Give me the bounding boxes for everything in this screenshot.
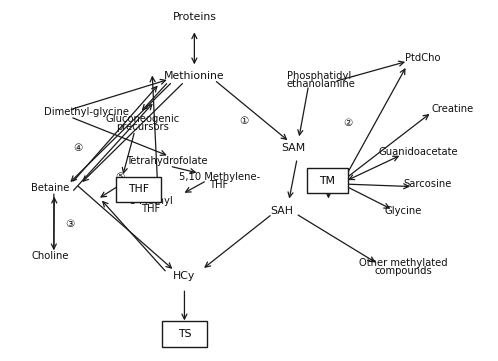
- FancyBboxPatch shape: [307, 168, 348, 193]
- Text: Betaine: Betaine: [31, 183, 70, 193]
- Text: TM: TM: [319, 175, 336, 186]
- Text: Choline: Choline: [31, 251, 69, 261]
- Text: ①: ①: [240, 116, 249, 126]
- Text: 5-Methyl: 5-Methyl: [129, 196, 173, 206]
- Text: Tetrahydrofolate: Tetrahydrofolate: [126, 156, 208, 166]
- Text: HCy: HCy: [173, 271, 196, 281]
- Text: Phosphatidyl-: Phosphatidyl-: [287, 71, 355, 81]
- Text: ⑤: ⑤: [115, 172, 124, 182]
- FancyBboxPatch shape: [117, 177, 161, 203]
- Text: compounds: compounds: [374, 266, 432, 276]
- Text: THF: THF: [210, 180, 229, 190]
- Text: Sarcosine: Sarcosine: [403, 179, 452, 189]
- Text: Creatine: Creatine: [431, 104, 474, 114]
- Text: SAH: SAH: [270, 206, 293, 216]
- FancyBboxPatch shape: [162, 321, 207, 347]
- Text: precursors: precursors: [116, 122, 169, 132]
- Text: Gluconeogenic: Gluconeogenic: [105, 114, 179, 125]
- Text: ④: ④: [73, 143, 82, 153]
- Text: Glycine: Glycine: [384, 206, 422, 216]
- Text: ②: ②: [344, 118, 353, 128]
- Text: ethanolamine: ethanolamine: [286, 79, 356, 89]
- Text: Guanidoacetate: Guanidoacetate: [378, 147, 458, 157]
- Text: THF: THF: [141, 204, 161, 214]
- Text: Methionine: Methionine: [164, 71, 225, 81]
- Text: Proteins: Proteins: [172, 12, 216, 22]
- Text: THF: THF: [128, 184, 149, 195]
- Text: Dimethyl-glycine: Dimethyl-glycine: [44, 107, 129, 117]
- Text: Other methylated: Other methylated: [359, 258, 447, 268]
- Text: 5,10 Methylene-: 5,10 Methylene-: [179, 172, 260, 182]
- Text: PtdCho: PtdCho: [405, 53, 441, 63]
- Text: TS: TS: [178, 330, 191, 339]
- Text: SAM: SAM: [281, 143, 306, 153]
- Text: ③: ③: [66, 219, 75, 229]
